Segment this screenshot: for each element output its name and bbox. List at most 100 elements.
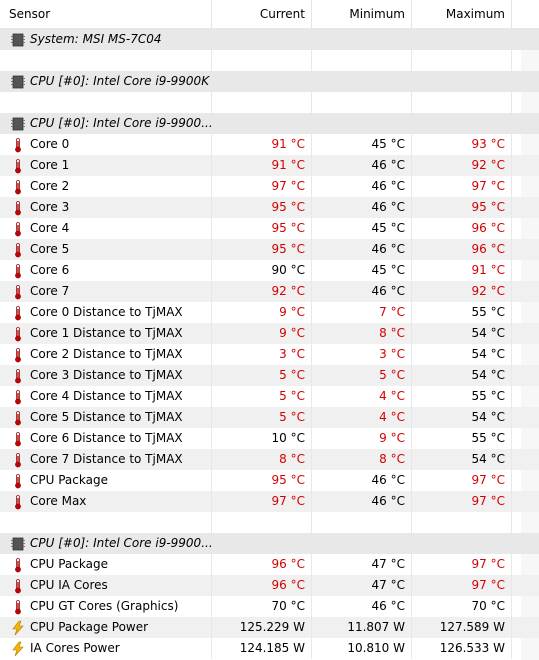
table-row[interactable]: CPU Package Power 125.229 W 11.807 W 127.58… <box>0 617 539 638</box>
thermometer-icon <box>10 242 26 258</box>
table-row[interactable]: Core 6 90 °C 45 °C 91 °C <box>0 260 539 281</box>
sensor-cell <box>0 92 212 113</box>
thermometer-icon <box>10 557 26 573</box>
thermometer-icon <box>10 389 26 405</box>
minimum-value: 46 °C <box>312 239 412 260</box>
thermometer-icon <box>10 473 26 489</box>
sensor-cell: Core 4 Distance to TjMAX <box>0 386 212 407</box>
sensor-label: Core 1 <box>30 158 70 172</box>
minimum-value: 46 °C <box>312 596 412 617</box>
thermometer-icon <box>10 326 26 342</box>
group-row[interactable]: CPU [#0]: Intel Core i9-9900... <box>0 533 539 554</box>
spacer-cell <box>512 197 539 218</box>
current-value: 9 °C <box>212 323 312 344</box>
group-row[interactable]: System: MSI MS-7C04 <box>0 29 539 50</box>
current-value: 10 °C <box>212 428 312 449</box>
maximum-value: 97 °C <box>412 176 512 197</box>
header-current[interactable]: Current <box>212 0 312 28</box>
table-row[interactable]: Core 5 Distance to TjMAX 5 °C 4 °C 54 °C <box>0 407 539 428</box>
sensor-label: Core 4 Distance to TjMAX <box>30 389 183 403</box>
spacer-cell <box>512 323 539 344</box>
spacer-cell <box>512 50 539 71</box>
spacer-cell <box>512 113 539 134</box>
table-row[interactable]: Core 0 91 °C 45 °C 93 °C <box>0 134 539 155</box>
minimum-value <box>312 512 412 533</box>
maximum-value: 97 °C <box>412 470 512 491</box>
sensor-cell: System: MSI MS-7C04 <box>0 29 212 50</box>
minimum-value <box>312 29 412 50</box>
header-sensor[interactable]: Sensor <box>0 0 212 28</box>
minimum-value: 10.810 W <box>312 638 412 659</box>
table-row[interactable]: Core Max 97 °C 46 °C 97 °C <box>0 491 539 512</box>
table-row[interactable]: Core 6 Distance to TjMAX 10 °C 9 °C 55 °C <box>0 428 539 449</box>
spacer-cell <box>512 71 539 92</box>
table-row[interactable]: Core 4 Distance to TjMAX 5 °C 4 °C 55 °C <box>0 386 539 407</box>
maximum-value: 54 °C <box>412 407 512 428</box>
minimum-value: 46 °C <box>312 491 412 512</box>
maximum-value <box>412 512 512 533</box>
maximum-value: 97 °C <box>412 491 512 512</box>
current-value: 5 °C <box>212 365 312 386</box>
column-header: Sensor Current Minimum Maximum <box>0 0 539 29</box>
group-row[interactable]: CPU [#0]: Intel Core i9-9900K <box>0 71 539 92</box>
spacer-cell <box>512 365 539 386</box>
table-row[interactable]: Core 4 95 °C 45 °C 96 °C <box>0 218 539 239</box>
table-row[interactable]: Core 2 97 °C 46 °C 97 °C <box>0 176 539 197</box>
thermometer-icon <box>10 410 26 426</box>
table-row[interactable]: Core 3 Distance to TjMAX 5 °C 5 °C 54 °C <box>0 365 539 386</box>
table-row[interactable]: IA Cores Power 124.185 W 10.810 W 126.533 W <box>0 638 539 659</box>
minimum-value: 45 °C <box>312 218 412 239</box>
table-row[interactable]: Core 1 91 °C 46 °C 92 °C <box>0 155 539 176</box>
sensor-cell: Core 5 Distance to TjMAX <box>0 407 212 428</box>
sensor-label: CPU Package Power <box>30 620 149 634</box>
spacer-cell <box>512 512 539 533</box>
thermometer-icon <box>10 284 26 300</box>
maximum-value: 96 °C <box>412 239 512 260</box>
table-row[interactable]: Core 7 92 °C 46 °C 92 °C <box>0 281 539 302</box>
maximum-value: 92 °C <box>412 155 512 176</box>
spacer-cell <box>512 218 539 239</box>
table-row[interactable]: CPU GT Cores (Graphics) 70 °C 46 °C 70 °C <box>0 596 539 617</box>
maximum-value: 95 °C <box>412 197 512 218</box>
lightning-icon <box>10 641 26 657</box>
lightning-icon <box>10 620 26 636</box>
current-value: 5 °C <box>212 386 312 407</box>
sensor-label: CPU IA Cores <box>30 578 108 592</box>
table-row[interactable]: Core 5 95 °C 46 °C 96 °C <box>0 239 539 260</box>
minimum-value: 45 °C <box>312 134 412 155</box>
table-row[interactable]: CPU IA Cores 96 °C 47 °C 97 °C <box>0 575 539 596</box>
header-maximum[interactable]: Maximum <box>412 0 512 28</box>
maximum-value <box>412 113 512 134</box>
table-row[interactable]: Core 0 Distance to TjMAX 9 °C 7 °C 55 °C <box>0 302 539 323</box>
spacer-cell <box>512 155 539 176</box>
sensor-cell: Core 6 <box>0 260 212 281</box>
table-row[interactable]: Core 3 95 °C 46 °C 95 °C <box>0 197 539 218</box>
current-value <box>212 29 312 50</box>
maximum-value: 54 °C <box>412 344 512 365</box>
thermometer-icon <box>10 158 26 174</box>
spacer-cell <box>512 92 539 113</box>
header-minimum[interactable]: Minimum <box>312 0 412 28</box>
maximum-value: 97 °C <box>412 575 512 596</box>
thermometer-icon <box>10 599 26 615</box>
table-row[interactable]: CPU Package 95 °C 46 °C 97 °C <box>0 470 539 491</box>
minimum-value: 3 °C <box>312 344 412 365</box>
blank-row <box>0 512 539 533</box>
table-row[interactable]: Core 2 Distance to TjMAX 3 °C 3 °C 54 °C <box>0 344 539 365</box>
sensor-cell: CPU IA Cores <box>0 575 212 596</box>
sensor-label: Core 7 Distance to TjMAX <box>30 452 183 466</box>
table-row[interactable]: Core 1 Distance to TjMAX 9 °C 8 °C 54 °C <box>0 323 539 344</box>
sensor-cell <box>0 512 212 533</box>
group-row[interactable]: CPU [#0]: Intel Core i9-9900... <box>0 113 539 134</box>
table-row[interactable]: CPU Package 96 °C 47 °C 97 °C <box>0 554 539 575</box>
table-row[interactable]: Core 7 Distance to TjMAX 8 °C 8 °C 54 °C <box>0 449 539 470</box>
thermometer-icon <box>10 347 26 363</box>
maximum-value: 55 °C <box>412 386 512 407</box>
current-value <box>212 533 312 554</box>
current-value: 95 °C <box>212 239 312 260</box>
spacer-cell <box>512 407 539 428</box>
maximum-value: 93 °C <box>412 134 512 155</box>
current-value: 91 °C <box>212 134 312 155</box>
sensor-cell: CPU GT Cores (Graphics) <box>0 596 212 617</box>
sensor-label: Core 0 Distance to TjMAX <box>30 305 183 319</box>
